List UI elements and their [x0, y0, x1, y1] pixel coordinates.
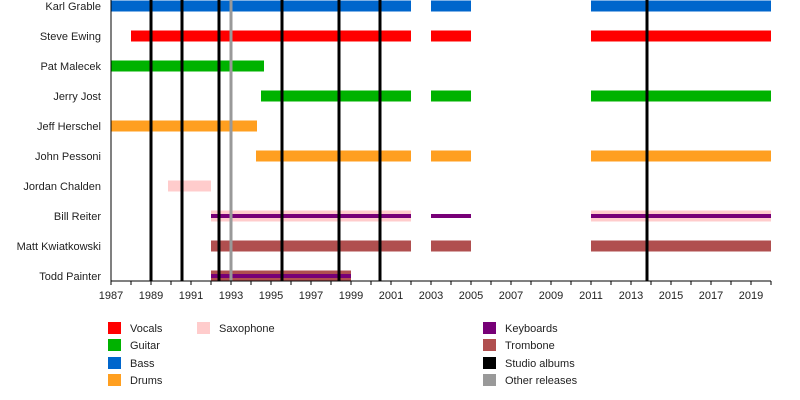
- legend-label: Saxophone: [219, 323, 275, 335]
- legend-label: Other releases: [505, 375, 578, 387]
- x-tick-label: 2015: [659, 290, 683, 302]
- member-label: Steve Ewing: [40, 31, 101, 43]
- legend-swatch: [108, 339, 121, 351]
- x-tick-label: 1999: [339, 290, 363, 302]
- bar-bass: [431, 0, 471, 12]
- bar-drums: [591, 150, 771, 162]
- x-tick-label: 2017: [699, 290, 723, 302]
- member-label: Todd Painter: [39, 271, 101, 283]
- legend-swatch: [108, 322, 121, 334]
- member-label: Bill Reiter: [54, 211, 101, 223]
- x-tick-label: 2007: [499, 290, 523, 302]
- legend-swatch: [108, 357, 121, 369]
- bar-guitar: [261, 90, 411, 102]
- bar-trombone: [211, 240, 411, 252]
- member-label: Pat Malecek: [40, 61, 101, 73]
- x-tick-label: 2001: [379, 290, 403, 302]
- x-tick-label: 2003: [419, 290, 443, 302]
- bar-saxophone: [168, 180, 211, 192]
- legend-label: Vocals: [130, 323, 163, 335]
- bar-guitar: [431, 90, 471, 102]
- bar-guitar: [111, 60, 264, 72]
- bar-vocals: [591, 30, 771, 42]
- bar-vocals: [131, 30, 411, 42]
- x-tick-label: 1987: [99, 290, 123, 302]
- x-tick-label: 2011: [579, 290, 603, 302]
- member-label: Jerry Jost: [53, 91, 101, 103]
- bar-keyboards: [211, 214, 411, 218]
- legend-label: Keyboards: [505, 323, 558, 335]
- bar-drums: [256, 150, 411, 162]
- bar-drums: [431, 150, 471, 162]
- legend-label: Studio albums: [505, 358, 575, 370]
- x-tick-label: 2019: [739, 290, 763, 302]
- legend-swatch: [483, 322, 496, 334]
- legend-label: Bass: [130, 358, 155, 370]
- x-tick-label: 1995: [259, 290, 283, 302]
- legend-swatch: [483, 374, 496, 386]
- x-tick-label: 2009: [539, 290, 563, 302]
- member-label: Karl Grable: [45, 1, 101, 13]
- x-tick-label: 2005: [459, 290, 483, 302]
- bar-trombone: [431, 240, 471, 252]
- member-label: Matt Kwiatkowski: [17, 241, 101, 253]
- legend-swatch: [108, 374, 121, 386]
- legend-label: Trombone: [505, 340, 555, 352]
- x-tick-label: 2013: [619, 290, 643, 302]
- bar-vocals: [431, 30, 471, 42]
- member-label: Jordan Chalden: [23, 181, 101, 193]
- member-label: Jeff Herschel: [37, 121, 101, 133]
- legend-label: Drums: [130, 375, 163, 387]
- legend-swatch: [483, 357, 496, 369]
- x-tick-label: 1989: [139, 290, 163, 302]
- x-tick-label: 1997: [299, 290, 323, 302]
- bar-keyboards: [431, 214, 471, 218]
- legend-swatch: [197, 322, 210, 334]
- bar-guitar: [591, 90, 771, 102]
- bar-bass: [111, 0, 411, 12]
- bar-keyboards: [591, 214, 771, 218]
- bar-bass: [591, 0, 771, 12]
- bar-trombone: [591, 240, 771, 252]
- legend-label: Guitar: [130, 340, 160, 352]
- legend-swatch: [483, 339, 496, 351]
- member-label: John Pessoni: [35, 151, 101, 163]
- x-tick-label: 1993: [219, 290, 243, 302]
- bar-drums: [111, 120, 257, 132]
- x-tick-label: 1991: [179, 290, 203, 302]
